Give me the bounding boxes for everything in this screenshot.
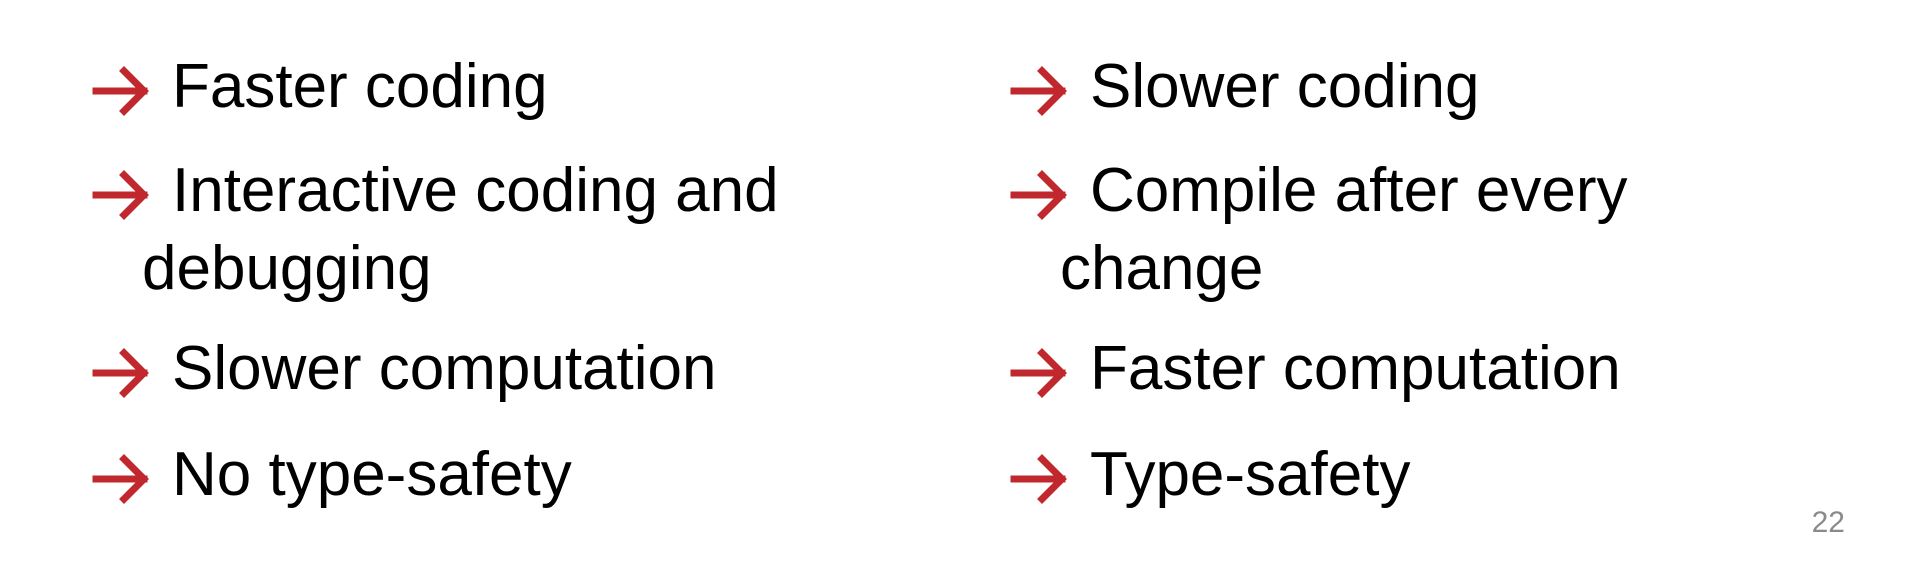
list-item: Interactive coding and debugging — [92, 152, 872, 308]
arrow-right-icon — [92, 348, 149, 398]
list-item: No type-safety — [92, 436, 872, 514]
list-item: Slower computation — [92, 330, 872, 408]
list-item: Compile after every change — [1010, 152, 1790, 308]
arrow-right-icon — [1010, 66, 1067, 116]
arrow-right-icon — [92, 66, 149, 116]
arrow-right-icon — [1010, 454, 1067, 504]
list-item-label: Slower coding — [1090, 52, 1480, 121]
arrow-right-icon — [1010, 170, 1067, 220]
arrow-right-icon — [1010, 348, 1067, 398]
list-item: Faster computation — [1010, 330, 1790, 408]
list-item-label: Faster coding — [172, 52, 548, 121]
list-item-label: No type-safety — [172, 440, 572, 509]
list-item-label: Faster computation — [1090, 334, 1621, 403]
arrow-right-icon — [92, 454, 149, 504]
list-item-label: Compile after every change — [1060, 156, 1628, 303]
list-item: Faster coding — [92, 48, 872, 126]
list-item-label: Interactive coding and debugging — [142, 156, 779, 303]
list-item-label: Slower computation — [172, 334, 717, 403]
list-item: Slower coding — [1010, 48, 1790, 126]
list-item-label: Type-safety — [1090, 440, 1411, 509]
list-item: Type-safety — [1010, 436, 1790, 514]
slide-number: 22 — [1811, 506, 1845, 539]
arrow-right-icon — [92, 170, 149, 220]
